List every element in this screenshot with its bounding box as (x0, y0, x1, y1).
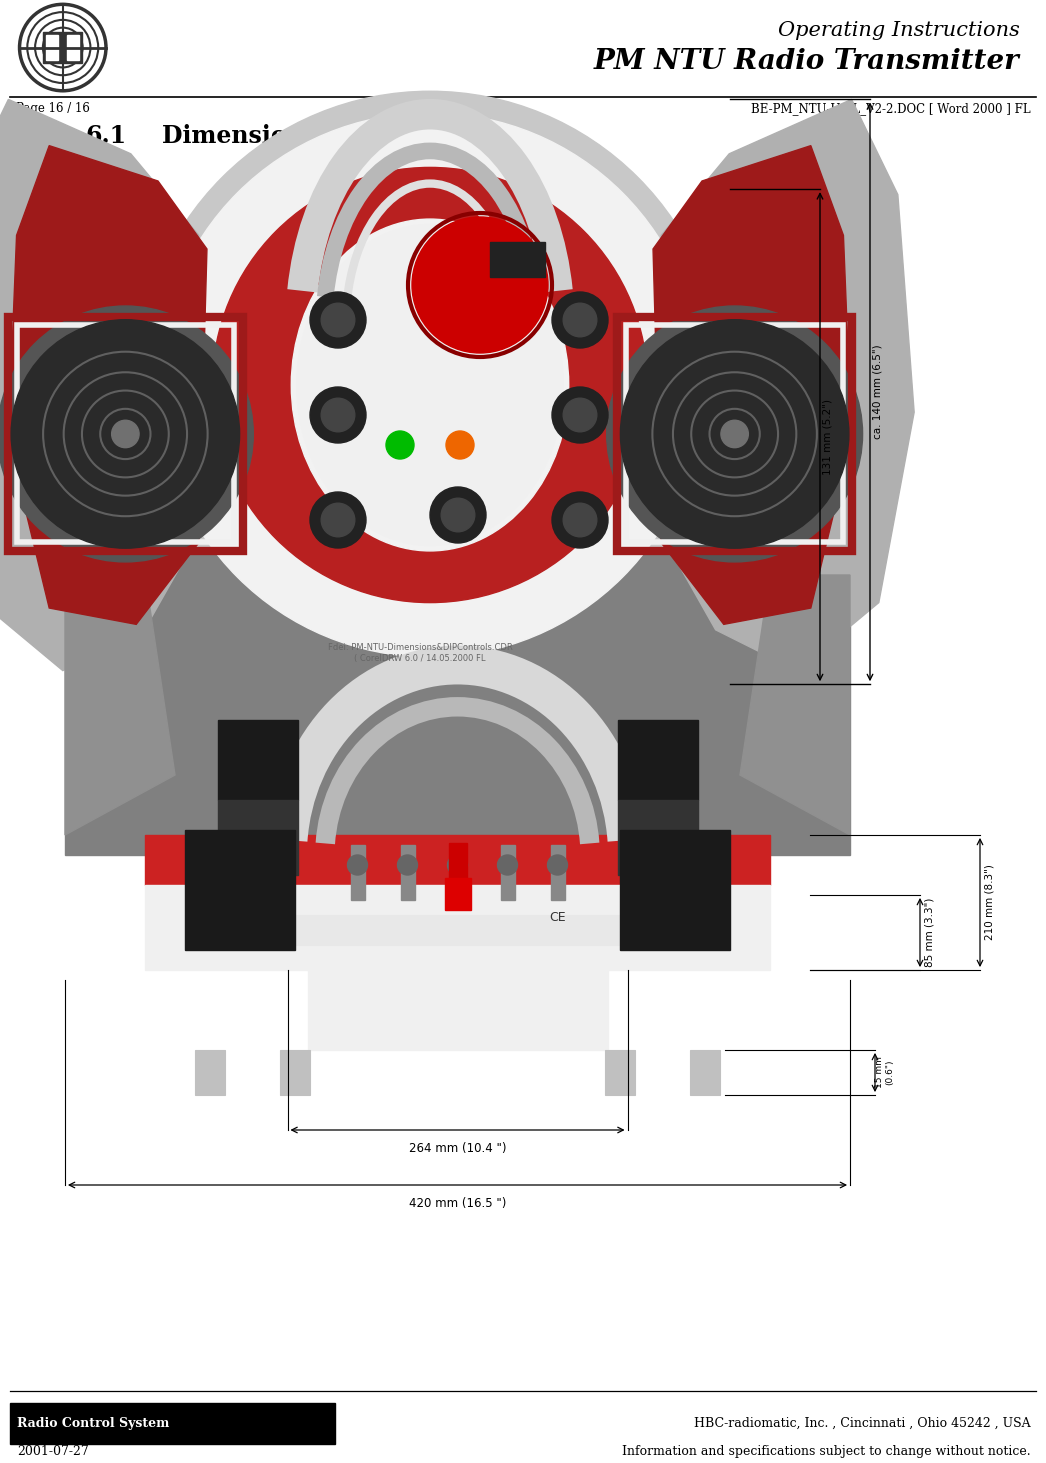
Polygon shape (0, 99, 199, 670)
Ellipse shape (291, 219, 569, 552)
Bar (620, 830, 730, 949)
Polygon shape (8, 146, 207, 625)
Circle shape (386, 432, 414, 459)
Circle shape (321, 303, 355, 336)
Bar (145, 885, 770, 970)
Text: 210 mm (8.3"): 210 mm (8.3") (985, 865, 995, 941)
Text: BE-PM_NTU‑US‑L_V2‑2.DOC [ Word 2000 ] FL: BE-PM_NTU‑US‑L_V2‑2.DOC [ Word 2000 ] FL (751, 102, 1030, 114)
Bar (185, 914, 730, 945)
Bar (550, 846, 565, 900)
Text: CE: CE (549, 911, 566, 925)
Text: Radio Control System: Radio Control System (17, 1418, 169, 1429)
Polygon shape (65, 575, 175, 835)
Bar (449, 843, 467, 903)
Bar (401, 846, 414, 900)
Bar (617, 317, 851, 552)
Bar (8, 317, 243, 552)
Bar (445, 878, 471, 910)
Circle shape (430, 487, 486, 543)
Ellipse shape (280, 202, 579, 569)
Circle shape (310, 388, 366, 443)
Text: HBC-radiomatic, Inc. , Cincinnati , Ohio 45242 , USA: HBC-radiomatic, Inc. , Cincinnati , Ohio… (693, 1418, 1030, 1429)
Bar (46, 35, 59, 60)
Circle shape (12, 320, 240, 549)
Circle shape (607, 306, 863, 562)
Text: Operating Instructions: Operating Instructions (778, 22, 1020, 40)
Text: ca. 140 mm (6.5"): ca. 140 mm (6.5") (873, 344, 883, 439)
Circle shape (547, 854, 568, 875)
Circle shape (136, 91, 724, 679)
Circle shape (212, 167, 647, 603)
Polygon shape (661, 99, 914, 670)
Bar (308, 970, 608, 1050)
Text: 2001-07-27: 2001-07-27 (17, 1445, 89, 1457)
Circle shape (498, 854, 518, 875)
Bar (17, 325, 234, 543)
Circle shape (441, 499, 475, 531)
Bar (145, 835, 770, 885)
Bar (280, 1050, 310, 1094)
Bar (605, 1050, 635, 1094)
Bar (490, 241, 545, 277)
Bar (218, 720, 297, 800)
Text: Dimensions of the PM NTU: Dimensions of the PM NTU (162, 124, 523, 148)
Circle shape (563, 303, 597, 336)
Circle shape (552, 492, 608, 549)
Polygon shape (653, 146, 851, 625)
Circle shape (446, 432, 474, 459)
Text: PM NTU Radio Transmitter: PM NTU Radio Transmitter (594, 48, 1020, 75)
Circle shape (552, 293, 608, 348)
Circle shape (620, 320, 849, 549)
Bar (451, 846, 464, 900)
Bar (185, 830, 295, 949)
Bar (690, 1050, 720, 1094)
Circle shape (158, 113, 702, 657)
Bar (218, 800, 297, 875)
Circle shape (563, 503, 597, 537)
Circle shape (412, 217, 548, 353)
Circle shape (563, 398, 597, 432)
Circle shape (721, 420, 748, 448)
Bar (350, 846, 364, 900)
FancyBboxPatch shape (10, 1403, 335, 1444)
Bar (617, 800, 698, 875)
Circle shape (0, 306, 253, 562)
Text: 264 mm (10.4 "): 264 mm (10.4 ") (409, 1143, 506, 1154)
Bar (627, 325, 843, 543)
Text: Information and specifications subject to change without notice.: Information and specifications subject t… (621, 1445, 1030, 1457)
Text: Fdei: PM-NTU-Dimensions&DIPControls.CDR
( CorelDRW 6.0 / 14.05.2000 FL: Fdei: PM-NTU-Dimensions&DIPControls.CDR … (327, 644, 513, 663)
Text: 420 mm (16.5 "): 420 mm (16.5 ") (409, 1197, 506, 1210)
Circle shape (448, 854, 468, 875)
Text: 131 mm (5.2"): 131 mm (5.2") (823, 399, 833, 474)
Circle shape (397, 854, 417, 875)
Bar (195, 1050, 225, 1094)
Text: 15 mm
(0.6"): 15 mm (0.6") (876, 1056, 894, 1088)
Bar (617, 720, 698, 800)
Text: 85 mm (3.3"): 85 mm (3.3") (925, 898, 935, 967)
Bar (43, 32, 83, 63)
Ellipse shape (297, 224, 564, 546)
Text: 6.1: 6.1 (86, 124, 127, 148)
Circle shape (552, 388, 608, 443)
Bar (67, 35, 79, 60)
Circle shape (112, 420, 139, 448)
Polygon shape (740, 575, 850, 835)
Circle shape (310, 492, 366, 549)
Circle shape (321, 503, 355, 537)
Text: Page 16 / 16: Page 16 / 16 (16, 102, 90, 114)
Circle shape (321, 398, 355, 432)
Circle shape (310, 293, 366, 348)
Bar (500, 846, 515, 900)
Polygon shape (65, 554, 850, 854)
Circle shape (347, 854, 367, 875)
